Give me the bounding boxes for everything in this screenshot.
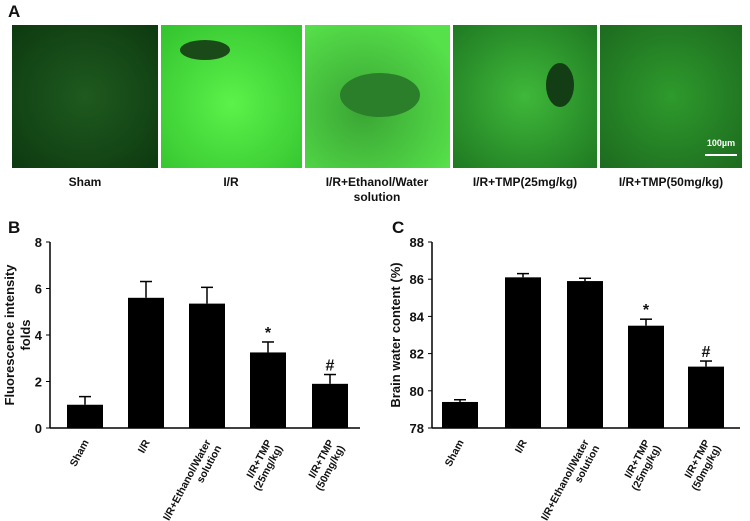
image-caption: I/R+TMP(25mg/kg) [473, 175, 577, 189]
dark-region [546, 63, 574, 107]
image-caption: I/R+Ethanol/Water solution [326, 175, 429, 204]
image-caption: I/R+TMP(50mg/kg) [619, 175, 723, 189]
bar [628, 325, 664, 428]
bar [128, 297, 164, 428]
y-tick-label: 86 [410, 272, 424, 287]
x-tick-label: I/R [513, 437, 530, 455]
panel-label: C [392, 218, 404, 237]
y-tick-label: 84 [410, 309, 425, 324]
bar [505, 277, 541, 428]
panel-label: A [8, 2, 20, 21]
y-tick-label: 4 [35, 328, 43, 343]
micrograph [453, 25, 597, 168]
x-tick-label: I/R+Ethanol/Watersolution [539, 438, 602, 521]
significance-mark: # [702, 344, 711, 361]
y-tick-label: 82 [410, 347, 424, 362]
bar [312, 383, 348, 428]
x-tick-label: I/R+TMP(25mg/kg) [241, 438, 285, 493]
x-tick-label: I/R+TMP(25mg/kg) [619, 438, 663, 493]
y-axis-label: Brain water content (%) [388, 262, 403, 407]
micrograph [600, 25, 742, 168]
micrograph [12, 25, 158, 168]
x-tick-label: Sham [68, 438, 92, 469]
y-tick-label: 80 [410, 384, 424, 399]
y-tick-label: 8 [35, 235, 42, 250]
y-tick-label: 78 [410, 421, 424, 436]
bar [67, 404, 103, 428]
significance-mark: * [265, 325, 272, 342]
dark-region [340, 73, 420, 117]
y-axis-label: Fluorescence intensityfolds [2, 264, 33, 406]
y-tick-label: 2 [35, 375, 42, 390]
x-tick-label: Sham [443, 438, 467, 469]
panel-label: B [8, 218, 20, 237]
bar [250, 352, 286, 428]
significance-mark: # [326, 358, 335, 375]
image-caption: Sham [69, 175, 102, 189]
dark-region [180, 40, 230, 60]
x-tick-label: I/R+TMP(50mg/kg) [303, 438, 347, 493]
significance-mark: * [643, 302, 650, 319]
x-tick-label: I/R [136, 437, 153, 455]
x-tick-label: I/R+Ethanol/Watersolution [161, 438, 224, 521]
y-tick-label: 6 [35, 282, 42, 297]
bar [688, 366, 724, 428]
image-caption: I/R [223, 175, 239, 189]
bar [189, 303, 225, 428]
bar [567, 281, 603, 428]
y-tick-label: 0 [35, 421, 42, 436]
scale-bar-label: 100µm [707, 138, 735, 148]
bar [442, 401, 478, 428]
y-tick-label: 88 [410, 235, 424, 250]
x-tick-label: I/R+TMP(50mg/kg) [679, 438, 723, 493]
